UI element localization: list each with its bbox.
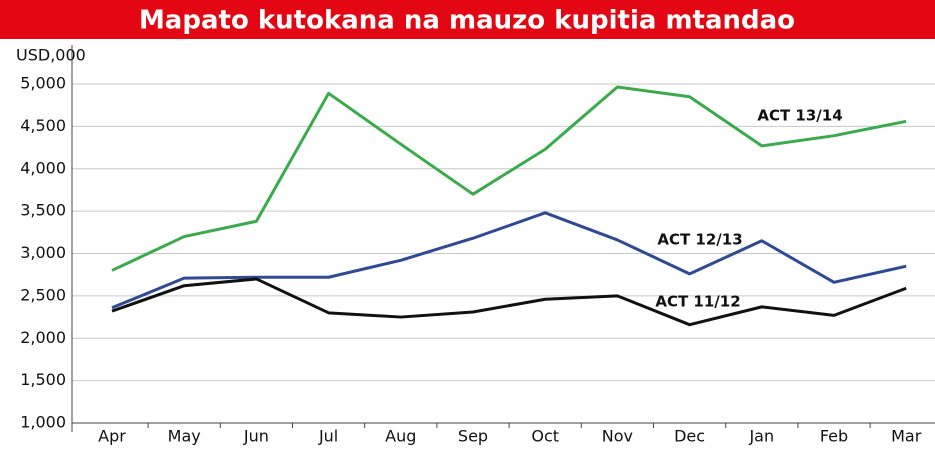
series-label: ACT 12/13: [657, 231, 742, 249]
chart-title: Mapato kutokana na mauzo kupitia mtandao: [139, 6, 795, 36]
x-tick-label: Mar: [891, 427, 922, 446]
series-line: [111, 277, 907, 327]
x-tick-label: Aug: [385, 427, 416, 446]
y-tick-label: 1,000: [20, 413, 66, 432]
x-tick-label: Nov: [602, 427, 633, 446]
y-tick-label: 5,000: [20, 74, 66, 93]
x-tick-label: Jun: [243, 427, 269, 446]
series-label: ACT 13/14: [757, 107, 842, 125]
x-tick-label: Feb: [820, 427, 848, 446]
y-axis-label: USD,000: [16, 46, 86, 65]
series-line: [111, 211, 907, 310]
y-tick-label: 2,000: [20, 328, 66, 347]
x-tick-label: Sep: [458, 427, 488, 446]
y-tick-label: 2,500: [20, 285, 66, 304]
x-tick-label: Oct: [531, 427, 559, 446]
x-tick-label: Jan: [748, 427, 774, 446]
x-tick-label: Jul: [318, 427, 338, 446]
series-line: [111, 85, 907, 272]
x-tick-label: May: [168, 427, 201, 446]
y-tick-label: 3,000: [20, 243, 66, 262]
series-label: ACT 11/12: [655, 293, 740, 311]
title-banner: [0, 0, 935, 39]
x-tick-label: Dec: [674, 427, 705, 446]
y-tick-label: 4,500: [20, 116, 66, 135]
y-tick-label: 3,500: [20, 201, 66, 220]
x-tick-label: Apr: [98, 427, 126, 446]
y-tick-label: 4,000: [20, 158, 66, 177]
y-tick-label: 1,500: [20, 370, 66, 389]
